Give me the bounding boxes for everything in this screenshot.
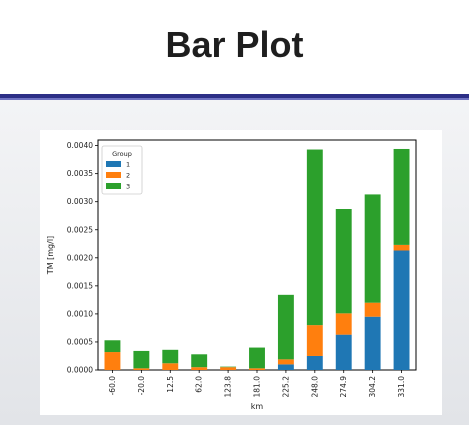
bar-segment-248.0-group-1	[306, 355, 323, 370]
legend-swatch-group-1	[106, 161, 121, 167]
bar-segment--60.0-group-2	[104, 352, 121, 370]
y-tick-label: 0.0000	[67, 366, 93, 375]
figure-panel: 0.0000 0.0005 0.0010 0.0015 0.0020 0.0025 0.00…	[40, 130, 442, 415]
y-axis: 0.0000 0.0005 0.0010 0.0015 0.0020 0.0025 0.00…	[67, 141, 98, 375]
stacked-bar-chart: 0.0000 0.0005 0.0010 0.0015 0.0020 0.0025 0.00…	[46, 139, 417, 411]
bar-segment--20.0-group-3	[133, 350, 150, 369]
bar-segment-331.0-group-1	[393, 250, 410, 370]
legend-box	[101, 145, 143, 195]
y-tick-label: 0.0010	[67, 309, 93, 318]
y-axis-label: TM [mg/l]	[46, 236, 55, 275]
x-tick-label: -20.0	[137, 376, 146, 396]
y-tick-label: 0.0005	[67, 337, 93, 346]
x-tick-label: 274.9	[339, 376, 348, 398]
bar-segment-12.5-group-3	[162, 349, 179, 364]
x-axis: -60.0 -20.0 12.5 62.0 123.8 181.0 225.2 248.0 27…	[108, 370, 406, 397]
y-tick-label: 0.0020	[67, 253, 93, 262]
bar-segment-248.0-group-3	[306, 149, 323, 326]
x-tick-label: 181.0	[253, 376, 262, 398]
plot-area-frame	[97, 139, 417, 371]
x-tick-label: 12.5	[166, 376, 175, 393]
bar-segment-274.9-group-1	[335, 334, 352, 370]
bar-segment-304.2-group-2	[364, 302, 381, 317]
y-tick-label: 0.0040	[67, 141, 93, 150]
bar-segment-62.0-group-2	[191, 367, 208, 370]
bar-segment--60.0-group-3	[104, 340, 121, 353]
bar-segment-62.0-group-3	[191, 354, 208, 368]
bar-segment--20.0-group-2	[133, 368, 150, 370]
legend-title: Group	[112, 150, 132, 158]
bar-segment-181.0-group-3	[249, 347, 265, 369]
x-tick-label: 123.8	[224, 376, 233, 398]
bar-segment-123.8-group-3	[220, 366, 237, 368]
bar-segment-248.0-group-2	[306, 325, 323, 356]
legend-label-group-3: 3	[126, 183, 130, 191]
bar-segment-331.0-group-2	[393, 244, 410, 251]
legend-label-group-2: 2	[126, 172, 130, 180]
x-tick-label: 331.0	[397, 376, 406, 398]
x-tick-label: 62.0	[195, 376, 204, 393]
x-axis-label: km	[251, 402, 264, 411]
bar-segment-12.5-group-2	[162, 363, 179, 370]
bar-segment-331.0-group-3	[393, 148, 410, 245]
bars-group	[104, 148, 410, 370]
legend: Group 1 2 3	[101, 145, 143, 195]
bar-segment-225.2-group-2	[277, 359, 294, 365]
bar-segment-304.2-group-3	[364, 194, 381, 303]
title-divider-accent	[0, 98, 469, 100]
slide-title: Bar Plot	[165, 24, 304, 65]
x-tick-label: -60.0	[108, 376, 117, 396]
x-tick-label: 248.0	[310, 376, 319, 398]
bar-segment-304.2-group-1	[364, 316, 381, 370]
legend-label-group-1: 1	[126, 161, 130, 169]
x-tick-label: 304.2	[368, 376, 377, 398]
y-tick-label: 0.0030	[67, 197, 93, 206]
bar-segment-181.0-group-2	[249, 368, 265, 370]
bar-segment-274.9-group-3	[335, 209, 352, 314]
y-tick-label: 0.0035	[67, 169, 93, 178]
y-tick-label: 0.0015	[67, 281, 93, 290]
title-band	[0, 0, 469, 94]
x-tick-label: 225.2	[281, 376, 290, 398]
y-tick-label: 0.0025	[67, 225, 93, 234]
legend-swatch-group-2	[106, 172, 121, 178]
bar-segment-274.9-group-2	[335, 313, 352, 335]
bar-segment-225.2-group-3	[277, 294, 294, 360]
legend-swatch-group-3	[106, 183, 121, 189]
title-divider	[0, 94, 469, 98]
bar-segment-225.2-group-1	[277, 364, 294, 370]
bar-segment-123.8-group-2	[220, 367, 237, 370]
